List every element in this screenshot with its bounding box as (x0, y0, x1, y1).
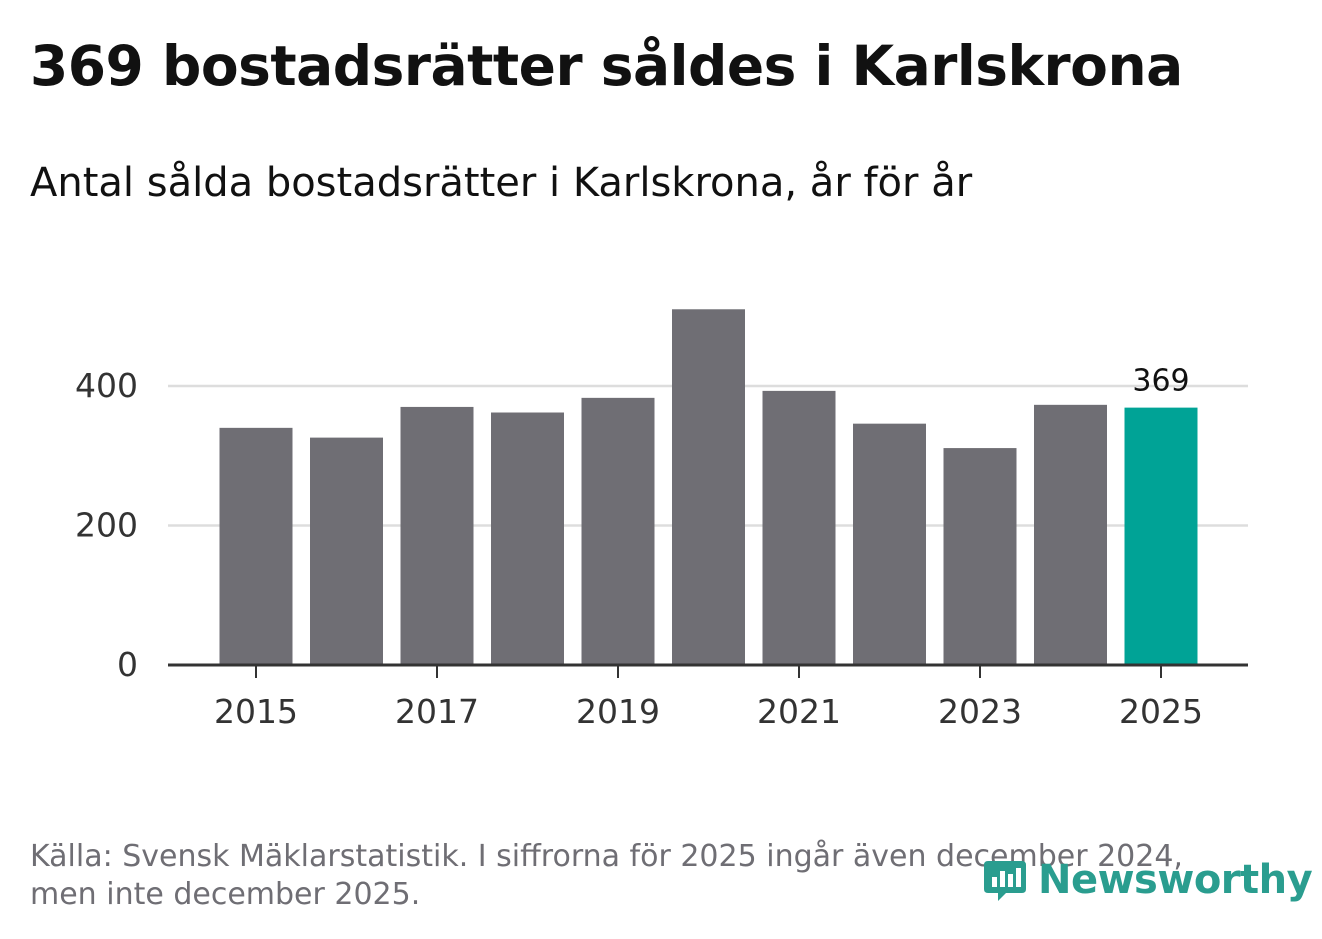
x-tick-label-2017: 2017 (395, 692, 479, 731)
source-line-2: men inte december 2025. (30, 877, 421, 912)
bar-2025 (1124, 407, 1198, 665)
y-tick-label-0: 0 (117, 645, 138, 684)
x-tick-label-2025: 2025 (1119, 692, 1203, 731)
bar-2022 (853, 423, 926, 665)
bar-2023 (943, 448, 1017, 665)
y-tick-label-400: 400 (75, 366, 138, 405)
x-tick-label-2015: 2015 (214, 692, 298, 731)
chart-subtitle: Antal sålda bostadsrätter i Karlskrona, … (30, 160, 973, 206)
bar-2016 (310, 437, 383, 665)
bar-2017 (400, 406, 474, 665)
bar-2024 (1034, 404, 1107, 665)
x-tick-label-2023: 2023 (938, 692, 1022, 731)
labels: 0 200 400 2015 2017 2019 2021 2023 2025 369 (75, 364, 1203, 731)
data-label-2025: 369 (1132, 364, 1189, 399)
y-tick-label-200: 200 (75, 506, 138, 545)
newsworthy-logo: Newsworthy (980, 850, 1313, 910)
newsworthy-logo-icon (984, 861, 1026, 901)
bar-2021 (762, 390, 836, 665)
x-tick-label-2019: 2019 (576, 692, 660, 731)
bar-2018 (491, 412, 564, 665)
x-tick-label-2021: 2021 (757, 692, 841, 731)
bars (219, 309, 1198, 665)
bar-2020 (672, 309, 745, 665)
bar-2015 (219, 427, 293, 665)
chart-title: 369 bostadsrätter såldes i Karlskrona (30, 34, 1183, 98)
newsworthy-logo-text: Newsworthy (1038, 857, 1313, 903)
x-axis (168, 663, 1248, 678)
bar-2019 (581, 397, 655, 665)
